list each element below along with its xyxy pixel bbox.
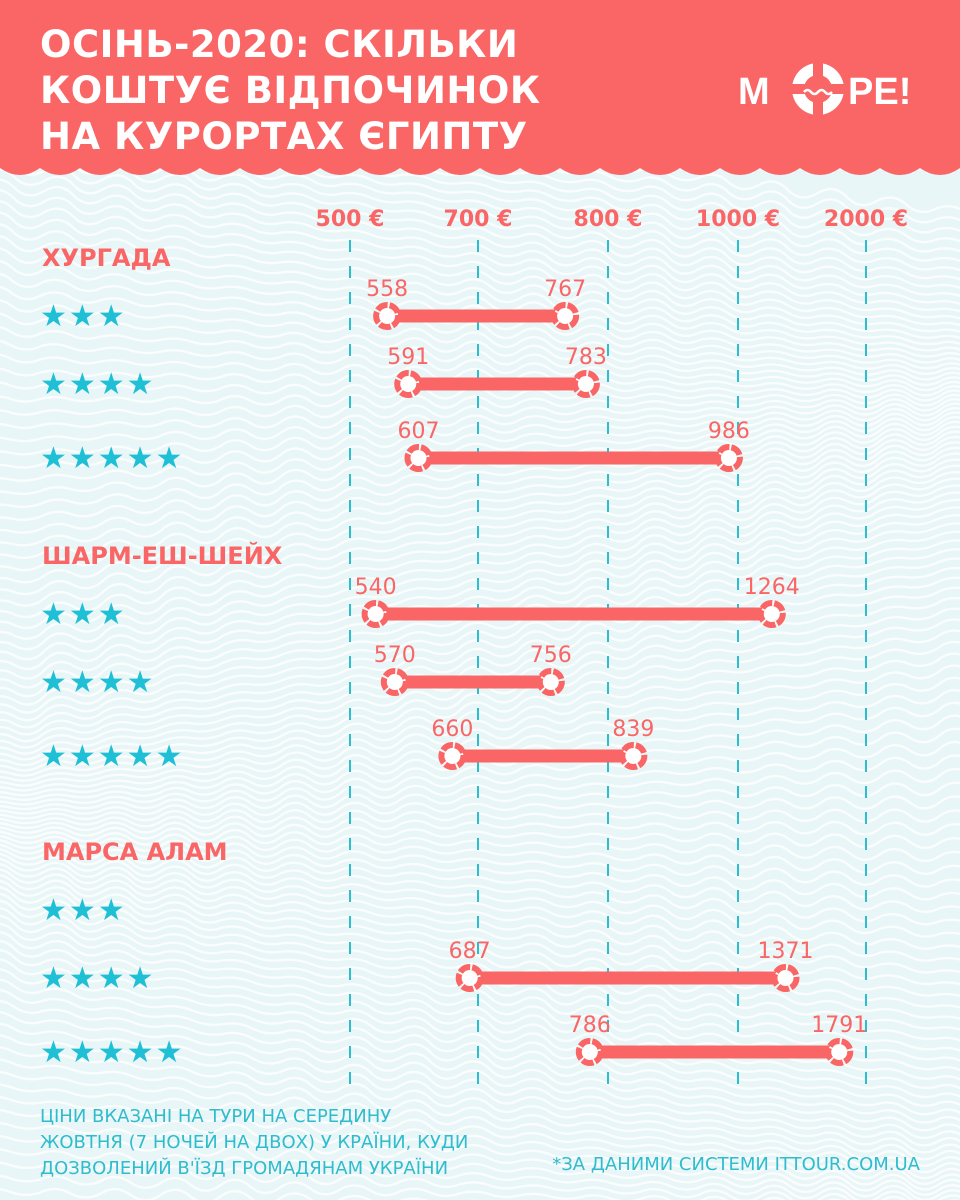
lifebuoy-icon (790, 62, 846, 117)
star-rating: ★★★★ (40, 961, 156, 996)
resort-groups: ХУРГАДА ★★★ 558 767 ★★★★ 591 783 ★★★★★ 607 986 ШАР… (40, 244, 867, 1070)
star-rating: ★★★★★ (40, 1035, 184, 1070)
tick-label: 500 € (316, 207, 385, 232)
title-line-1: ОСІНЬ-2020: СКІЛЬКИ (40, 23, 519, 66)
range-min-marker (361, 600, 390, 628)
range-max-marker (536, 668, 565, 696)
title-line-3: НА КУРОРТАХ ЄГИПТУ (40, 115, 528, 158)
tick-label: 1000 € (696, 207, 780, 232)
range-min-marker (380, 668, 409, 696)
tick-labels: 500 € 700 € 800 € 1000 € 2000 € (316, 207, 909, 232)
star-rating: ★★★★★ (40, 441, 184, 476)
footnote-line-1: ЦІНИ ВКАЗАНІ НА ТУРИ НА СЕРЕДИНУ (40, 1106, 392, 1127)
range-max-label: 986 (708, 419, 750, 444)
range-max-label: 1264 (744, 575, 800, 600)
resort-group: МАРСА АЛАМ★★★★★★★687 1371★★★★★786 1791 (40, 838, 867, 1070)
range-min-label: 558 (366, 277, 408, 302)
range-min-marker (394, 370, 423, 398)
range-max-label: 756 (530, 643, 572, 668)
tick-label: 700 € (444, 207, 513, 232)
range-max-marker (771, 964, 800, 992)
footnote: ЦІНИ ВКАЗАНІ НА ТУРИ НА СЕРЕДИНУ ЖОВТНЯ … (40, 1104, 468, 1182)
range-min-label: 570 (374, 643, 416, 668)
range-max-label: 783 (565, 345, 607, 370)
star-rating: ★★★ (40, 299, 127, 334)
range-min-marker (575, 1038, 604, 1066)
more-logo: М РЕ! (738, 62, 911, 117)
range-min-marker (373, 302, 402, 330)
page-title: ОСІНЬ-2020: СКІЛЬКИ КОШТУЄ ВІДПОЧИНОК НА… (40, 22, 541, 160)
range-min-marker (455, 964, 484, 992)
logo-text-right: РЕ! (848, 71, 911, 113)
tick-guides (349, 240, 867, 1085)
range-min-label: 687 (449, 939, 491, 964)
range-min-label: 660 (431, 717, 473, 742)
range-min-label: 591 (387, 345, 429, 370)
resort-name: ШАРМ-ЕШ-ШЕЙХ (42, 541, 283, 570)
resort-name: ХУРГАДА (42, 244, 171, 272)
range-min-marker (404, 444, 433, 472)
footnote-line-3: ДОЗВОЛЕНИЙ В'ЇЗД ГРОМАДЯНАМ УКРАЇНИ (40, 1158, 449, 1179)
range-max-marker (619, 742, 648, 770)
star-rating: ★★★ (40, 893, 127, 928)
range-min-label: 607 (397, 419, 439, 444)
title-line-2: КОШТУЄ ВІДПОЧИНОК (40, 69, 541, 112)
resort-group: ХУРГАДА ★★★ 558 767 ★★★★ 591 783 ★★★★★ 607 986 (40, 244, 750, 476)
range-max-marker (757, 600, 786, 628)
resort-group: ШАРМ-ЕШ-ШЕЙХ ★★★ 540 1264 ★★★★ 570 756 ★★★★★ 660… (40, 541, 800, 774)
star-rating: ★★★★ (40, 367, 156, 402)
range-max-label: 1371 (757, 939, 813, 964)
footnote-line-2: ЖОВТНЯ (7 НОЧЕЙ НА ДВОХ) У КРАЇНИ, КУДИ (40, 1132, 469, 1153)
range-max-label: 1791 (811, 1013, 867, 1038)
star-rating: ★★★★ (40, 665, 156, 700)
range-max-marker (825, 1038, 854, 1066)
range-max-marker (551, 302, 580, 330)
price-range-chart: 500 € 700 € 800 € 1000 € 2000 € ХУРГАДА ★★★ 55… (40, 207, 909, 1085)
range-max-marker (571, 370, 600, 398)
resort-name: МАРСА АЛАМ (42, 838, 228, 866)
range-max-marker (714, 444, 743, 472)
tick-label: 2000 € (824, 207, 908, 232)
header-banner (0, 0, 960, 175)
range-min-label: 786 (569, 1013, 611, 1038)
logo-text-left: М (738, 71, 770, 113)
star-rating: ★★★★★ (40, 739, 184, 774)
range-max-label: 767 (544, 277, 586, 302)
range-min-label: 540 (355, 575, 397, 600)
range-min-marker (438, 742, 467, 770)
tick-label: 800 € (574, 207, 643, 232)
star-rating: ★★★ (40, 597, 127, 632)
range-max-label: 839 (612, 717, 654, 742)
source-note: *ЗА ДАНИМИ СИСТЕМИ ITTOUR.COM.UA (552, 1154, 920, 1175)
